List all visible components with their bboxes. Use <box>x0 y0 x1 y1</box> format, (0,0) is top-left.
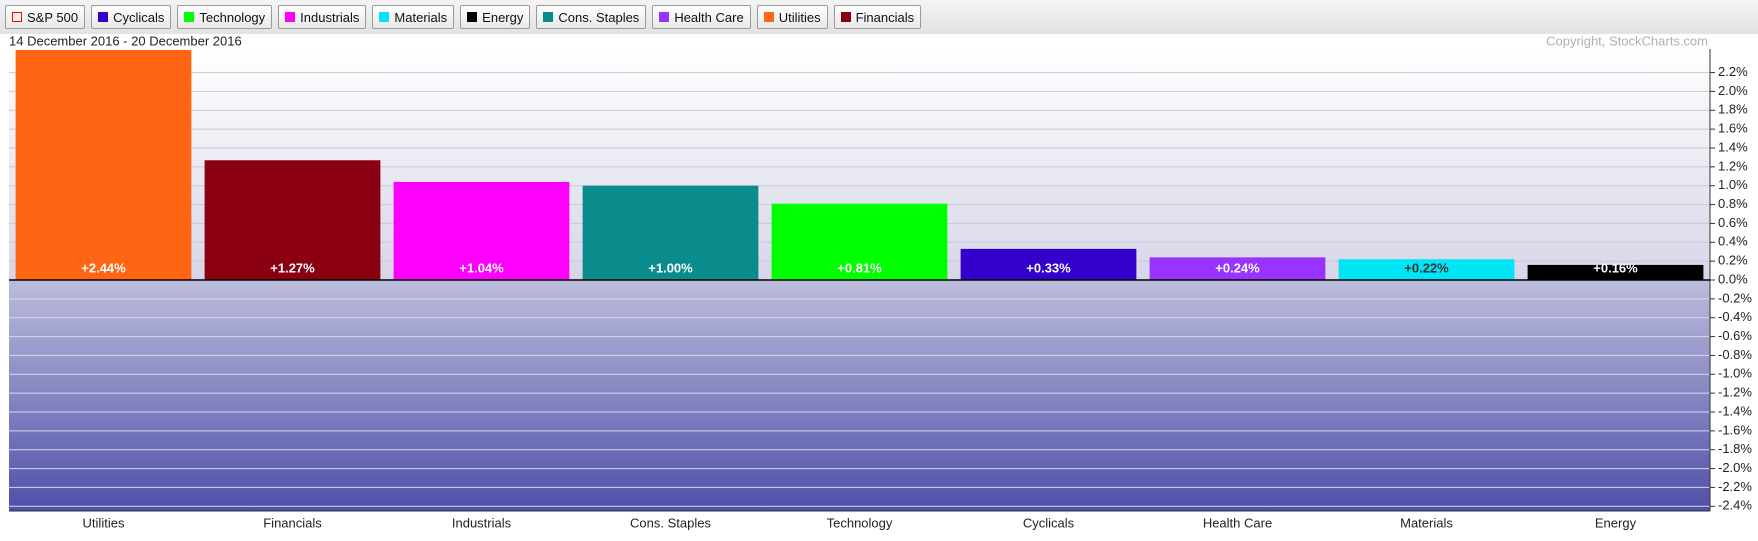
legend-swatch <box>763 12 774 22</box>
value-label: +2.44% <box>81 260 126 275</box>
y-tick-label: 0.4% <box>1718 234 1748 249</box>
y-tick-label: -0.2% <box>1718 290 1752 305</box>
x-tick-label: Utilities <box>83 515 125 530</box>
y-tick-label: -0.8% <box>1718 347 1752 362</box>
legend-button[interactable]: S&P 500 <box>5 5 86 29</box>
y-tick-label: -1.4% <box>1718 403 1752 418</box>
legend-label: Technology <box>199 9 266 25</box>
legend-button[interactable]: Technology <box>177 5 273 29</box>
legend-button[interactable]: Materials <box>372 5 455 29</box>
x-tick-label: Cons. Staples <box>630 515 711 530</box>
y-tick-label: 1.4% <box>1718 139 1748 154</box>
legend-label: Industrials <box>300 9 360 25</box>
y-tick-label: 0.0% <box>1718 271 1748 286</box>
legend-button[interactable]: Cons. Staples <box>536 5 647 29</box>
legend-button[interactable]: Utilities <box>756 5 828 29</box>
y-tick-label: -1.2% <box>1718 385 1752 400</box>
bar <box>771 203 948 280</box>
x-tick-label: Technology <box>827 515 893 530</box>
value-label: +1.00% <box>648 260 693 275</box>
y-tick-label: 1.8% <box>1718 102 1748 117</box>
legend-swatch <box>659 12 670 22</box>
y-tick-label: 1.0% <box>1718 177 1748 192</box>
legend-label: Cons. Staples <box>558 9 640 25</box>
legend-label: Financials <box>855 9 915 25</box>
y-tick-label: -2.2% <box>1718 479 1752 494</box>
bar <box>204 160 381 280</box>
copyright: Copyright, StockCharts.com <box>1546 33 1708 48</box>
bar <box>15 49 192 280</box>
legend-swatch <box>467 12 478 22</box>
y-tick-label: -0.6% <box>1718 328 1752 343</box>
legend-swatch <box>12 12 22 22</box>
legend-swatch <box>379 12 390 22</box>
y-tick-label: -1.6% <box>1718 422 1752 437</box>
x-tick-label: Health Care <box>1203 515 1272 530</box>
x-tick-label: Financials <box>263 515 322 530</box>
y-tick-label: 0.2% <box>1718 253 1748 268</box>
y-tick-label: -2.4% <box>1718 498 1752 513</box>
y-tick-label: 0.6% <box>1718 215 1748 230</box>
value-label: +1.04% <box>459 260 504 275</box>
legend-swatch <box>840 12 851 22</box>
y-tick-label: 2.2% <box>1718 64 1748 79</box>
subtitle: 14 December 2016 - 20 December 2016 <box>9 33 242 48</box>
value-label: +0.16% <box>1593 260 1638 275</box>
legend-swatch <box>184 12 195 22</box>
x-tick-label: Materials <box>1400 515 1453 530</box>
legend-label: S&P 500 <box>27 9 79 25</box>
legend-button[interactable]: Financials <box>833 5 922 29</box>
bar <box>1338 259 1515 280</box>
legend-button[interactable]: Industrials <box>278 5 367 29</box>
y-tick-label: 1.6% <box>1718 121 1748 136</box>
plot-background <box>9 280 1710 511</box>
y-tick-label: 2.0% <box>1718 83 1748 98</box>
legend-button[interactable]: Health Care <box>652 5 751 29</box>
value-label: +0.81% <box>837 260 882 275</box>
value-label: +0.22% <box>1404 260 1449 275</box>
value-label: +0.24% <box>1215 260 1260 275</box>
bar <box>1149 257 1326 280</box>
legend: S&P 500 Cyclicals Technology Industrials Mat… <box>0 0 1758 34</box>
legend-label: Utilities <box>778 9 821 25</box>
legend-label: Cyclicals <box>113 9 165 25</box>
y-tick-label: 0.8% <box>1718 196 1748 211</box>
bar <box>582 185 759 280</box>
y-tick-label: -1.0% <box>1718 366 1752 381</box>
legend-label: Energy <box>482 9 524 25</box>
legend-swatch <box>98 12 109 22</box>
value-label: +1.27% <box>270 260 315 275</box>
y-tick-label: -1.8% <box>1718 441 1752 456</box>
y-tick-label: -2.0% <box>1718 460 1752 475</box>
x-tick-label: Cyclicals <box>1023 515 1075 530</box>
legend-swatch <box>285 12 296 22</box>
legend-swatch <box>543 12 554 22</box>
legend-label: Materials <box>394 9 448 25</box>
x-tick-label: Industrials <box>452 515 512 530</box>
value-label: +0.33% <box>1026 260 1071 275</box>
y-tick-label: 1.2% <box>1718 158 1748 173</box>
legend-button[interactable]: Energy <box>460 5 531 29</box>
bar <box>960 248 1137 280</box>
legend-label: Health Care <box>674 9 744 25</box>
x-tick-label: Energy <box>1595 515 1637 530</box>
bar <box>393 181 570 280</box>
bar <box>1527 264 1704 280</box>
y-tick-label: -0.4% <box>1718 309 1752 324</box>
legend-button[interactable]: Cyclicals <box>91 5 172 29</box>
